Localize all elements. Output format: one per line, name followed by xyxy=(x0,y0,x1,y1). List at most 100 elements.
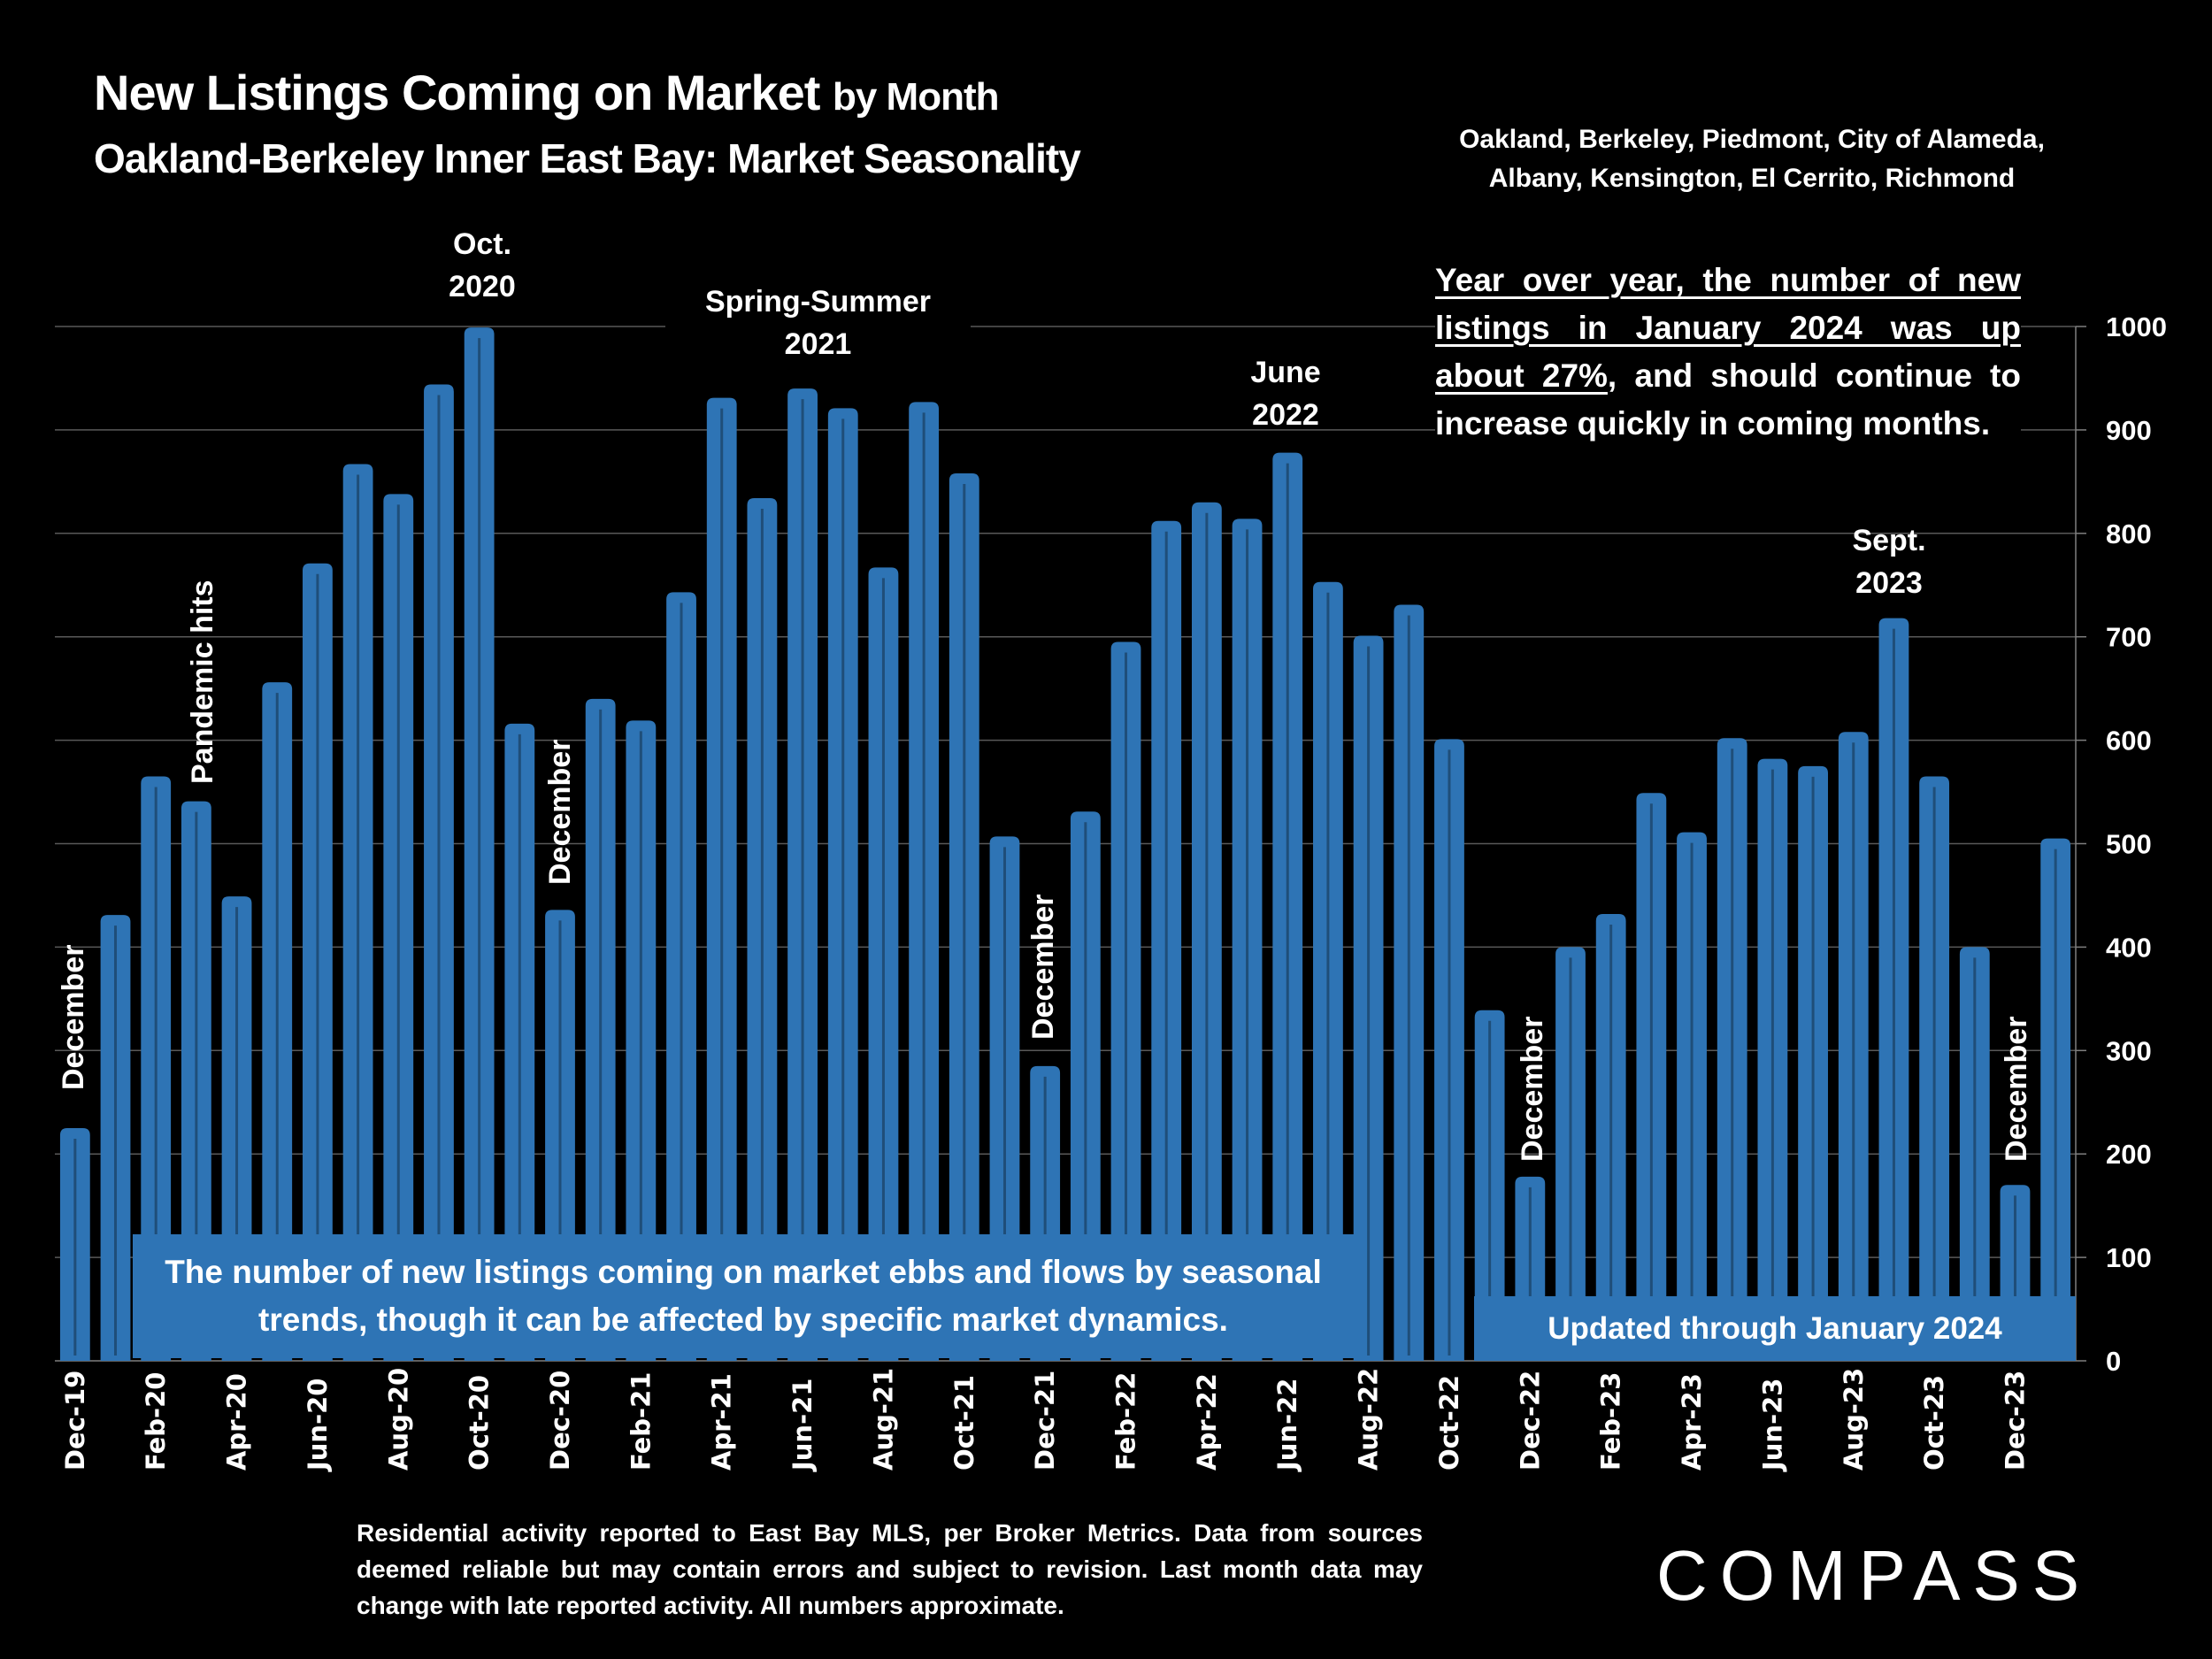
y-tick-label: 100 xyxy=(2106,1242,2152,1273)
y-tick-label: 700 xyxy=(2106,622,2152,653)
x-tick-label: Oct-21 xyxy=(949,1375,979,1471)
yoy-callout: Year over year, the number of new listin… xyxy=(1435,257,2021,448)
bar-Sep-22 xyxy=(1394,604,1425,1361)
y-tick-label: 600 xyxy=(2106,726,2152,757)
x-tick-label: Feb-22 xyxy=(1111,1372,1141,1471)
annotation-sept-2023: Sept. 2023 xyxy=(1832,519,1947,604)
x-tick-label: Apr-23 xyxy=(1677,1373,1707,1471)
annotation-december-2019: December xyxy=(57,944,90,1090)
chart-title: New Listings Coming on Market by Month xyxy=(94,64,1000,121)
updated-through-box: Updated through January 2024 xyxy=(1474,1296,2076,1361)
annotation-oct-2020: Oct. 2020 xyxy=(425,223,540,308)
bar-Aug-22 xyxy=(1353,635,1384,1361)
annotation-oct-2020-line1: Oct. xyxy=(452,227,512,261)
seasonal-note-box: The number of new listings coming on mar… xyxy=(133,1234,1354,1358)
bar-Jun-22 xyxy=(1272,452,1303,1361)
x-tick-label: Dec-22 xyxy=(1515,1371,1545,1471)
y-tick-label: 900 xyxy=(2106,415,2152,446)
bar-Aug-20 xyxy=(383,494,414,1361)
y-tick-label: 0 xyxy=(2106,1346,2121,1377)
bar-Dec-19 xyxy=(59,1127,90,1361)
annotation-june-line2: 2022 xyxy=(1252,398,1319,432)
bar-Apr-22 xyxy=(1191,502,1222,1361)
y-tick-label: 400 xyxy=(2106,932,2152,963)
annotation-december-2023: December xyxy=(2000,1016,2033,1162)
x-tick-label: Oct-23 xyxy=(1919,1375,1949,1471)
annotation-december-2021: December xyxy=(1026,894,1060,1040)
x-tick-label: Feb-23 xyxy=(1596,1372,1626,1471)
annotation-pandemic-hits: Pandemic hits xyxy=(186,580,219,784)
bar-May-22 xyxy=(1232,518,1263,1361)
bar-Mar-21 xyxy=(666,592,696,1361)
annotation-spring-line1: Spring-Summer xyxy=(704,285,932,319)
bar-Apr-23 xyxy=(1677,832,1707,1361)
bar-Jul-22 xyxy=(1313,581,1343,1361)
bar-Feb-23 xyxy=(1595,913,1626,1361)
bar-Mar-23 xyxy=(1636,793,1667,1361)
chart-title-suffix: by Month xyxy=(832,75,1000,119)
x-tick-label: Jun-21 xyxy=(787,1379,818,1472)
x-tick-label: Aug-20 xyxy=(383,1368,413,1471)
x-tick-label: Aug-22 xyxy=(1354,1368,1384,1471)
bar-Oct-20 xyxy=(464,327,495,1362)
annotation-oct-2020-line2: 2020 xyxy=(449,270,516,303)
x-tick-label: Dec-23 xyxy=(2000,1371,2030,1471)
bar-Jul-23 xyxy=(1798,765,1828,1361)
bar-Oct-21 xyxy=(949,472,979,1361)
bar-Jan-24 xyxy=(2040,838,2071,1361)
annotation-june-line1: June xyxy=(1250,356,1321,389)
x-tick-label: Dec-19 xyxy=(60,1371,90,1471)
bar-Oct-23 xyxy=(1919,776,1950,1361)
bar-Jan-20 xyxy=(100,915,131,1361)
y-tick-label: 500 xyxy=(2106,829,2152,860)
bar-Jun-20 xyxy=(303,563,333,1361)
bar-Oct-22 xyxy=(1434,739,1464,1361)
x-tick-label: Aug-21 xyxy=(868,1368,898,1471)
annotation-december-2022: December xyxy=(1516,1016,1549,1162)
bar-May-21 xyxy=(747,498,778,1361)
areas-line-1: Oakland, Berkeley, Piedmont, City of Ala… xyxy=(1459,125,2045,154)
bar-Aug-23 xyxy=(1838,732,1869,1361)
yoy-callout-underlined: Year over year, the number of new listin… xyxy=(1435,262,2021,394)
bar-Apr-21 xyxy=(706,397,737,1361)
y-tick-label: 200 xyxy=(2106,1139,2152,1170)
x-tick-label: Feb-20 xyxy=(141,1372,171,1471)
x-tick-label: Feb-21 xyxy=(626,1372,656,1471)
bar-Jul-21 xyxy=(827,408,858,1361)
x-tick-label: Oct-22 xyxy=(1434,1375,1464,1471)
x-tick-label: Dec-20 xyxy=(545,1371,575,1471)
x-tick-label: Jun-23 xyxy=(1757,1379,1787,1472)
bar-May-23 xyxy=(1717,738,1747,1361)
x-tick-label: Oct-20 xyxy=(465,1375,495,1471)
x-tick-label: Jun-20 xyxy=(303,1379,333,1472)
annotation-sept-line2: 2023 xyxy=(1855,566,1923,600)
y-tick-label: 1000 xyxy=(2106,311,2167,342)
bar-Nov-23 xyxy=(1959,947,1990,1361)
x-tick-label: Jun-22 xyxy=(1272,1379,1302,1472)
bar-Sep-23 xyxy=(1878,618,1909,1361)
areas-list: Oakland, Berkeley, Piedmont, City of Ala… xyxy=(1345,120,2159,198)
x-tick-label: Apr-22 xyxy=(1192,1373,1222,1471)
bars xyxy=(59,327,2071,1362)
source-footnote: Residential activity reported to East Ba… xyxy=(357,1519,1423,1619)
x-tick-label: Apr-20 xyxy=(222,1373,252,1471)
y-tick-labels: 0 100 200 300 400 500 600 700 800 900 1000 xyxy=(2106,311,2167,1377)
annotation-spring-line2: 2021 xyxy=(784,327,852,361)
annotation-june-2022: June 2022 xyxy=(1228,351,1343,436)
annotation-spring-summer-2021: Spring-Summer 2021 xyxy=(665,280,971,365)
annotation-december-2020: December xyxy=(543,739,577,885)
bar-Jan-23 xyxy=(1555,947,1586,1361)
bar-Sep-21 xyxy=(909,402,940,1361)
x-tick-label: Apr-21 xyxy=(707,1373,737,1471)
compass-logo: COMPASS xyxy=(1656,1536,2093,1615)
yoy-callout-rest: , and should continue to increase quickl… xyxy=(1435,357,2021,442)
chart-subtitle: Oakland-Berkeley Inner East Bay: Market … xyxy=(94,135,1081,181)
x-tick-labels: Dec-19 Feb-20 Apr-20 Jun-20 Aug-20 Oct-20 Dec-… xyxy=(60,1368,2031,1472)
bar-Jun-23 xyxy=(1757,758,1788,1361)
bar-Jul-20 xyxy=(342,464,373,1361)
bar-Mar-22 xyxy=(1151,520,1182,1361)
chart-title-main: New Listings Coming on Market xyxy=(94,65,820,120)
bar-Aug-21 xyxy=(868,567,899,1361)
annotation-sept-line1: Sept. xyxy=(1852,524,1926,557)
